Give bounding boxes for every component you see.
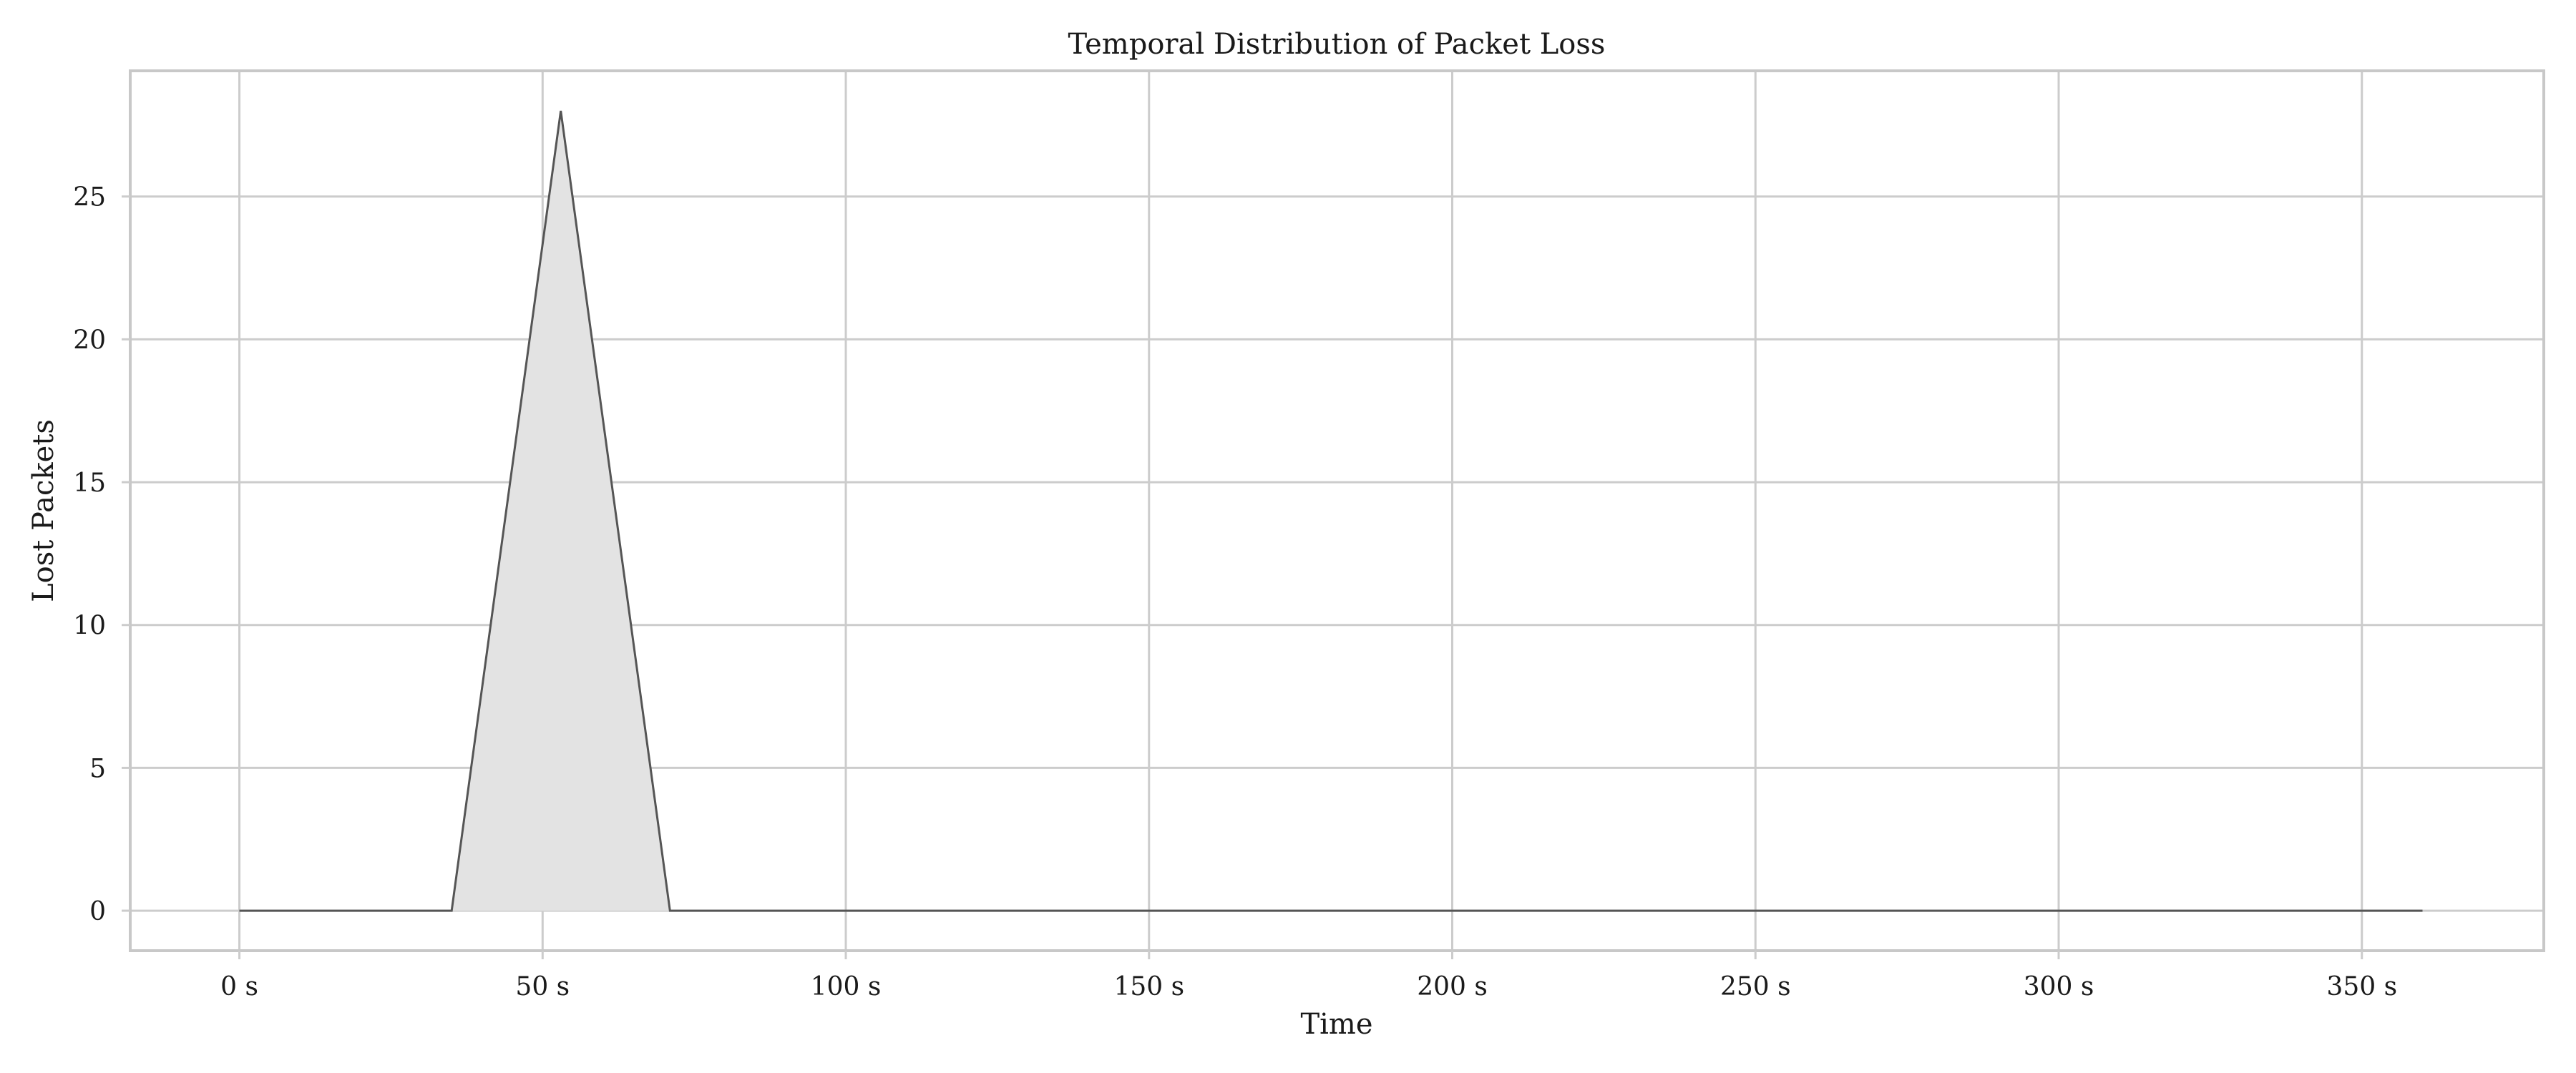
y-tick-label: 25 <box>73 183 106 212</box>
x-tick-label: 200 s <box>1417 972 1488 1001</box>
x-axis-label: Time <box>1300 1008 1372 1041</box>
y-axis-label: Lost Packets <box>27 419 60 602</box>
x-tick-label: 350 s <box>2326 972 2397 1001</box>
plot-frame <box>129 69 2545 952</box>
x-ticks-group: 0 s 50 s 100 s 150 s 200 s 250 s 300 s 350 s <box>220 951 2397 1001</box>
y-tick-label: 0 <box>89 897 106 926</box>
y-tick-label: 10 <box>73 612 106 641</box>
x-tick-label: 50 s <box>515 972 570 1001</box>
x-tick-label: 250 s <box>1720 972 1791 1001</box>
y-tick-label: 5 <box>89 754 106 783</box>
area-fill <box>239 110 2423 911</box>
x-tick-label: 0 s <box>220 972 258 1001</box>
x-tick-label: 150 s <box>1113 972 1184 1001</box>
x-tick-label: 300 s <box>2024 972 2094 1001</box>
y-tick-label: 15 <box>73 469 106 498</box>
chart-title: Temporal Distribution of Packet Loss <box>1068 28 1606 61</box>
x-tick-label: 100 s <box>811 972 882 1001</box>
y-tick-label: 20 <box>73 325 106 355</box>
y-ticks-group: 0 5 10 15 20 25 <box>73 183 130 926</box>
series-line <box>239 110 2423 912</box>
